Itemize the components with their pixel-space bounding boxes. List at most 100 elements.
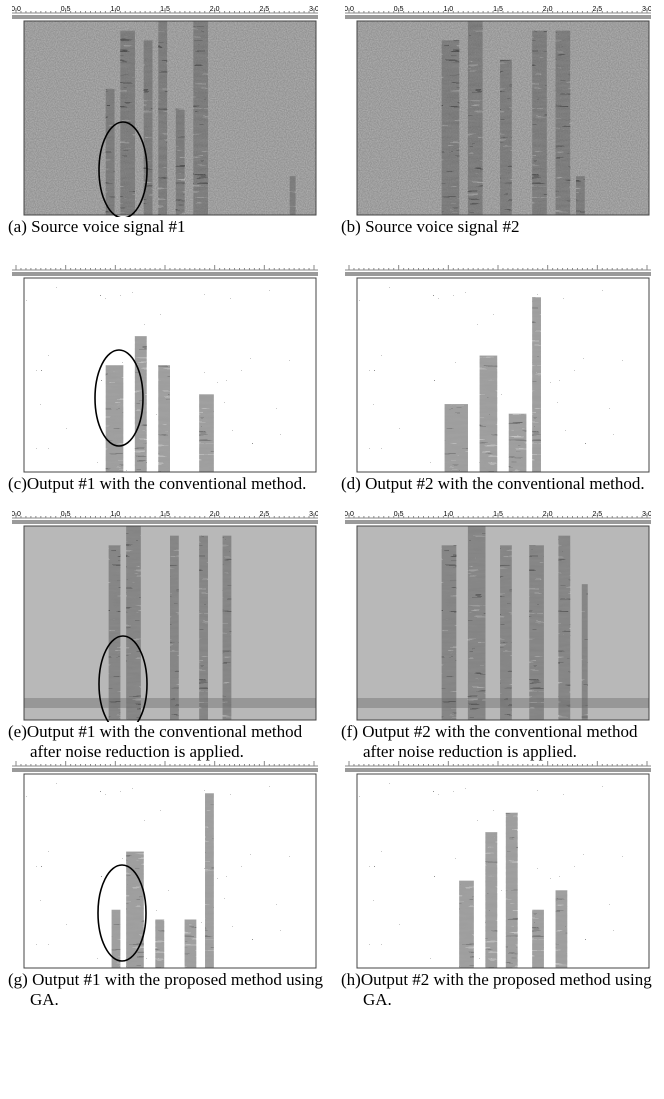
- ruler-bar: [345, 520, 651, 524]
- ruler-label: 1.0: [443, 511, 453, 518]
- speech-harmonics: [105, 88, 115, 215]
- speech-harmonics: [111, 909, 121, 968]
- speech-harmonics: [170, 535, 179, 720]
- spectrogram: 0.0 0.5 1.0 1.5 2.0 2.5 3.0: [345, 6, 651, 216]
- speech-harmonics: [199, 535, 208, 720]
- spectrogram: [12, 265, 318, 473]
- speech-harmonics: [555, 30, 571, 216]
- ruler-label: 1.5: [160, 6, 170, 13]
- speech-harmonics: [500, 59, 512, 215]
- caption: (a) Source voice signal #1: [8, 217, 186, 236]
- ruler-bar: [345, 272, 651, 276]
- speech-harmonics: [175, 108, 185, 215]
- image-frame: [23, 277, 317, 473]
- noise: [24, 774, 316, 968]
- ruler-label: 1.0: [110, 6, 120, 13]
- speech-harmonics: [532, 30, 547, 216]
- speech-harmonics: [485, 832, 498, 968]
- caption: (e)Output #1 with the conventional metho…: [8, 722, 303, 761]
- noise: [24, 21, 316, 215]
- speech-harmonics: [558, 535, 571, 720]
- ruler-bar: [12, 520, 318, 524]
- ruler-label: 2.0: [543, 511, 553, 518]
- caption: (g) Output #1 with the proposed method u…: [8, 970, 323, 1009]
- speech-harmonics: [529, 545, 544, 720]
- speech-harmonics: [184, 919, 197, 968]
- spectrogram: [12, 761, 318, 969]
- ruler-label: 2.5: [259, 6, 269, 13]
- speech-harmonics: [467, 21, 483, 215]
- speech-harmonics: [441, 40, 460, 216]
- highlight-ellipse: [97, 864, 147, 962]
- image-frame: [356, 773, 650, 969]
- ruler-label: 0.0: [12, 6, 21, 13]
- speech-harmonics: [105, 365, 124, 472]
- speech-harmonics: [134, 336, 147, 472]
- ruler-label: 2.5: [592, 511, 602, 518]
- spectrogram: 0.0 0.5 1.0 1.5 2.0 2.5 3.0: [12, 511, 318, 722]
- ruler-bar: [345, 768, 651, 772]
- ruler-bar: [12, 15, 318, 19]
- speech-harmonics: [441, 545, 457, 720]
- image-frame: [356, 525, 650, 721]
- noise: [357, 774, 649, 968]
- speech-harmonics: [158, 21, 168, 215]
- speech-harmonics: [500, 545, 512, 720]
- speech-harmonics: [126, 851, 144, 968]
- highlight-ellipse: [98, 121, 148, 217]
- image-frame: [356, 20, 650, 216]
- speech-harmonics: [576, 176, 585, 215]
- highlight-ellipse: [94, 349, 144, 447]
- speech-harmonics: [158, 365, 170, 472]
- speech-harmonics: [222, 535, 232, 720]
- ruler-bar: [345, 15, 651, 19]
- ruler-label: 1.5: [493, 6, 503, 13]
- noise: [357, 278, 649, 472]
- speech-harmonics: [126, 526, 141, 720]
- speech-harmonics: [289, 176, 296, 215]
- ruler-label: 0.0: [12, 511, 21, 518]
- speech-harmonics: [581, 584, 588, 720]
- ruler-label: 0.5: [394, 511, 404, 518]
- caption: (d) Output #2 with the conventional meth…: [341, 474, 645, 493]
- ruler-label: 1.5: [160, 511, 170, 518]
- speech-harmonics: [508, 413, 527, 472]
- speech-harmonics: [193, 21, 208, 215]
- speech-harmonics: [444, 404, 468, 472]
- caption: (f) Output #2 with the conventional meth…: [341, 722, 638, 761]
- ruler-label: 0.5: [61, 6, 71, 13]
- speech-harmonics: [108, 545, 121, 720]
- ruler-label: 2.5: [259, 511, 269, 518]
- ruler-bar: [12, 272, 318, 276]
- ruler-label: 1.0: [443, 6, 453, 13]
- speech-harmonics: [532, 909, 544, 968]
- ruler-label: 2.0: [210, 6, 220, 13]
- ruler-label: 3.0: [642, 511, 651, 518]
- ruler-label: 3.0: [309, 6, 318, 13]
- ruler-label: 0.0: [345, 6, 354, 13]
- ruler-label: 3.0: [642, 6, 651, 13]
- image-frame: [23, 20, 317, 216]
- speech-harmonics: [459, 880, 474, 968]
- speech-harmonics: [555, 890, 568, 968]
- speech-harmonics: [155, 919, 165, 968]
- ruler-bar: [12, 768, 318, 772]
- spectrogram: 0.0 0.5 1.0 1.5 2.0 2.5 3.0: [345, 511, 651, 721]
- spectrogram: [345, 761, 651, 969]
- ruler-label: 0.5: [61, 511, 71, 518]
- speech-harmonics: [199, 394, 214, 472]
- speech-harmonics: [532, 297, 541, 472]
- image-frame: [23, 773, 317, 969]
- highlight-ellipse: [98, 635, 148, 722]
- caption: (c)Output #1 with the conventional metho…: [8, 474, 307, 493]
- speech-harmonics: [479, 355, 498, 472]
- ruler-label: 2.0: [210, 511, 220, 518]
- speech-harmonics: [467, 526, 486, 720]
- speech-harmonics: [143, 40, 153, 216]
- caption: (h)Output #2 with the proposed method us…: [341, 970, 652, 1009]
- image-frame: [23, 525, 317, 721]
- ruler-label: 2.5: [592, 6, 602, 13]
- ruler-label: 0.5: [394, 6, 404, 13]
- ruler-label: 0.0: [345, 511, 354, 518]
